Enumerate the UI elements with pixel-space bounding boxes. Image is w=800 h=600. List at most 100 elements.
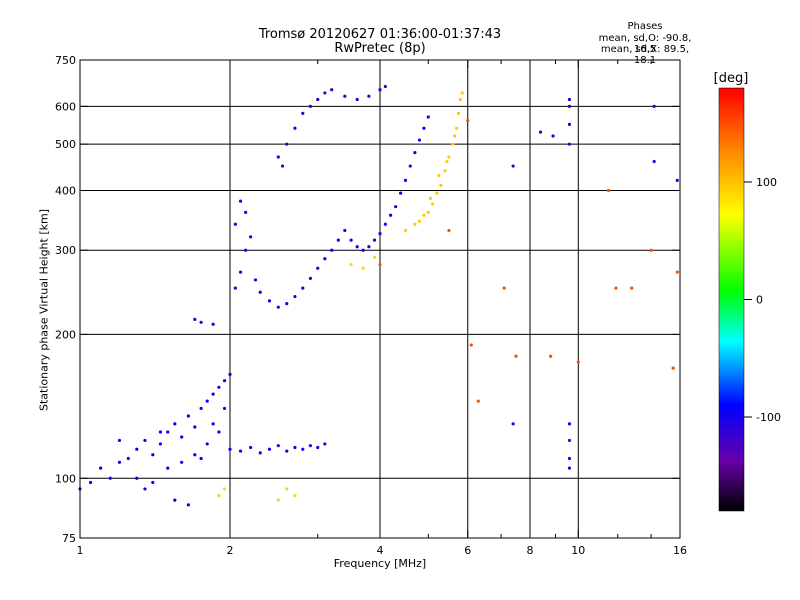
data-point	[258, 290, 262, 294]
data-point	[143, 487, 147, 491]
data-point	[199, 320, 203, 324]
data-point	[276, 155, 280, 159]
data-point	[567, 466, 572, 470]
data-point	[413, 151, 417, 155]
data-point	[451, 142, 455, 146]
data-point	[355, 245, 359, 249]
data-point	[193, 453, 197, 457]
colorbar-tick-label: 100	[756, 176, 777, 189]
data-point	[538, 130, 543, 134]
data-point	[361, 248, 365, 252]
data-point	[199, 456, 203, 461]
data-point	[567, 142, 572, 146]
data-point	[108, 476, 112, 480]
data-point	[151, 453, 155, 457]
data-point	[323, 442, 327, 446]
data-point	[551, 134, 555, 138]
data-point	[567, 456, 572, 461]
data-point	[378, 88, 382, 92]
data-point	[330, 248, 334, 252]
data-point	[301, 286, 305, 290]
colorbar	[718, 87, 745, 512]
data-point	[217, 385, 221, 389]
data-point	[614, 286, 618, 290]
data-point	[460, 91, 464, 95]
x-tick-label: 10	[571, 544, 585, 557]
data-point	[567, 104, 572, 108]
data-point	[173, 422, 177, 426]
data-point	[222, 406, 227, 411]
x-tick-label: 8	[527, 544, 534, 557]
data-point	[233, 222, 237, 226]
y-tick-label: 750	[55, 54, 76, 67]
data-point	[238, 270, 243, 274]
data-point	[447, 155, 451, 159]
data-point	[426, 210, 430, 214]
data-point	[466, 119, 470, 123]
data-point	[408, 164, 412, 168]
colorbar-tick-label: 0	[756, 294, 763, 307]
data-point	[217, 493, 221, 498]
data-point	[456, 111, 461, 115]
data-point	[469, 343, 473, 347]
data-point	[453, 134, 457, 138]
data-point	[417, 219, 422, 223]
data-point	[413, 222, 417, 226]
data-point	[117, 438, 122, 443]
data-point	[403, 228, 408, 233]
data-point	[158, 430, 163, 434]
data-point	[222, 379, 227, 383]
data-point	[205, 442, 209, 446]
data-point	[422, 126, 426, 130]
data-point	[199, 406, 203, 411]
data-point	[301, 111, 305, 115]
data-point	[372, 238, 377, 242]
data-point	[249, 445, 253, 450]
data-point	[323, 91, 327, 95]
y-tick-label: 400	[55, 184, 76, 197]
data-point	[367, 94, 371, 98]
data-point	[394, 205, 398, 209]
data-point	[349, 238, 353, 242]
data-point	[238, 449, 243, 453]
data-point	[422, 213, 426, 217]
data-point	[378, 262, 382, 267]
data-point	[399, 191, 403, 195]
data-point	[372, 255, 377, 259]
data-point	[576, 360, 580, 364]
data-point	[285, 487, 289, 491]
data-point	[355, 97, 359, 102]
data-point	[567, 122, 572, 126]
data-point	[455, 126, 459, 130]
data-point	[502, 286, 506, 290]
data-point	[511, 164, 515, 168]
data-point	[276, 498, 280, 502]
y-tick-label: 600	[55, 100, 76, 113]
data-point	[285, 301, 289, 306]
data-point	[193, 425, 197, 429]
colorbar-title: [deg]	[714, 71, 749, 86]
x-axis-label: Frequency [MHz]	[333, 557, 427, 570]
data-point	[308, 276, 313, 280]
data-point	[186, 414, 190, 418]
data-point	[238, 199, 243, 203]
data-point	[180, 460, 184, 464]
data-point	[267, 447, 272, 451]
data-point	[88, 480, 93, 485]
data-point	[211, 322, 215, 326]
data-point	[652, 104, 656, 108]
y-tick-label: 200	[55, 328, 76, 341]
data-point	[173, 498, 177, 502]
data-point	[186, 503, 190, 507]
data-point	[675, 178, 679, 182]
data-point	[378, 231, 382, 236]
data-point	[417, 138, 422, 142]
data-point	[166, 430, 170, 434]
data-point	[383, 84, 387, 89]
data-point	[267, 299, 272, 303]
data-point	[437, 173, 441, 178]
data-point	[316, 445, 320, 450]
data-point	[117, 460, 122, 464]
data-point	[567, 97, 572, 102]
